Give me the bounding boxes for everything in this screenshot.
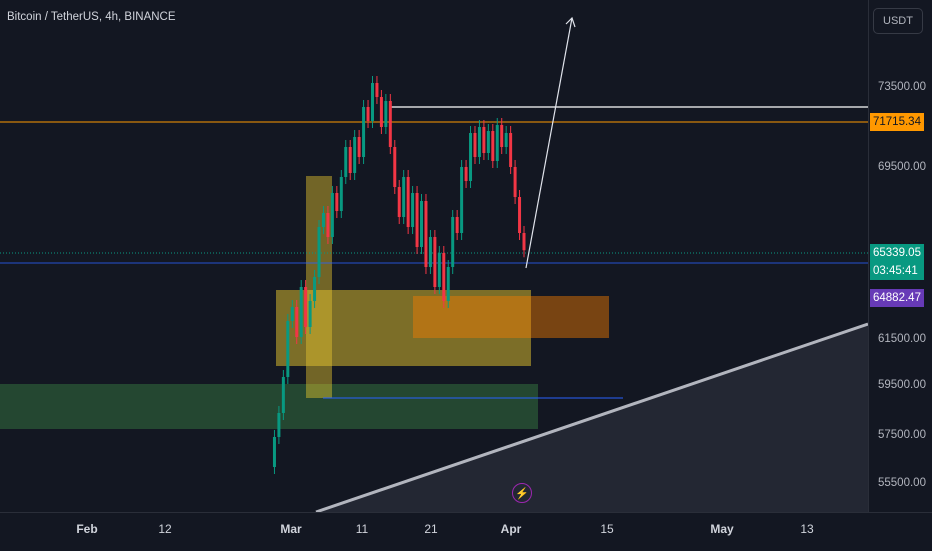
candle-body [353,137,357,173]
time-tick: May [710,522,734,536]
candle-body [482,127,486,153]
candle-body [379,97,383,127]
price-tick: 73500.00 [878,81,926,93]
candle-body [348,147,352,173]
candle-body [335,193,339,211]
time-tick: 21 [424,522,438,536]
candle-body [455,217,459,233]
time-tick: Mar [280,522,302,536]
candle-body [295,307,299,337]
candle-body [362,107,366,157]
orange-zone[interactable] [413,296,609,338]
candle-body [317,227,321,277]
price-tick: 55500.00 [878,477,926,489]
marker-price-tag: 64882.47 [870,289,924,307]
candle-body [384,101,388,127]
symbol-title[interactable]: Bitcoin / TetherUS, 4h, BINANCE [7,11,176,23]
rising-trendline[interactable] [315,322,868,512]
candles-layer [272,76,526,474]
candle-body [424,201,428,267]
candle-body [522,233,526,251]
candle-body [281,377,285,413]
candle-body [500,125,504,147]
candle-body [486,131,490,153]
candle-body [308,301,312,327]
key-level-price-tag: 71715.34 [870,113,924,131]
candle-body [299,287,303,337]
candle-body [495,125,499,161]
candle-body [420,201,424,247]
price-tick: 69500.00 [878,161,926,173]
candle-body [326,213,330,237]
price-tick: 57500.00 [878,429,926,441]
time-tick: Feb [76,522,98,536]
projection-arrow-head [565,16,576,28]
candle-body [366,107,370,121]
lightning-bolt-icon[interactable]: ⚡ [512,483,532,503]
price-tick: 61500.00 [878,333,926,345]
price-tick: 59500.00 [878,379,926,391]
candle-body [388,101,392,147]
candle-body [491,131,495,161]
candle-body [437,253,441,287]
projection-arrow[interactable] [525,17,573,269]
last-price-tag: 65339.05 [870,244,924,262]
candle-body [446,267,450,301]
candle-body [402,177,406,217]
candle-body [393,147,397,187]
time-scale[interactable] [0,512,932,551]
candle-body [406,177,410,227]
candle-body [375,83,379,97]
candle-body [509,133,513,167]
candle-body [518,197,522,233]
candle-body [451,217,455,267]
candle-body [339,177,343,211]
time-tick: 12 [158,522,172,536]
candle-body [290,307,294,321]
time-tick: Apr [500,522,522,536]
candle-body [513,167,517,197]
candle-body [313,277,317,301]
candle-body [411,193,415,227]
candle-body [357,137,361,157]
candle-body [397,187,401,217]
candle-body [330,193,334,237]
time-tick: 13 [800,522,814,536]
candle-body [477,127,481,157]
candle-body [304,287,308,327]
candle-body [428,237,432,267]
green-demand-zone[interactable] [0,384,538,429]
candle-body [277,413,281,437]
candle-body [504,133,508,147]
chart-pane[interactable] [0,0,868,512]
candle-body [370,83,374,121]
candle-body [460,167,464,233]
bar-countdown-tag: 03:45:41 [870,262,924,280]
candle-body [442,253,446,301]
candle-body [464,167,468,181]
candle-body [469,133,473,181]
candle-body [286,321,290,377]
candle-body [344,147,348,177]
candle-body [321,213,325,227]
time-tick: 11 [355,522,369,536]
candle-body [473,133,477,157]
candle-body [272,437,276,467]
candle-body [433,237,437,287]
yellow-demand-zone[interactable] [276,290,531,366]
candle-body [415,193,419,247]
currency-button[interactable]: USDT [873,8,923,34]
time-tick: 15 [600,522,614,536]
